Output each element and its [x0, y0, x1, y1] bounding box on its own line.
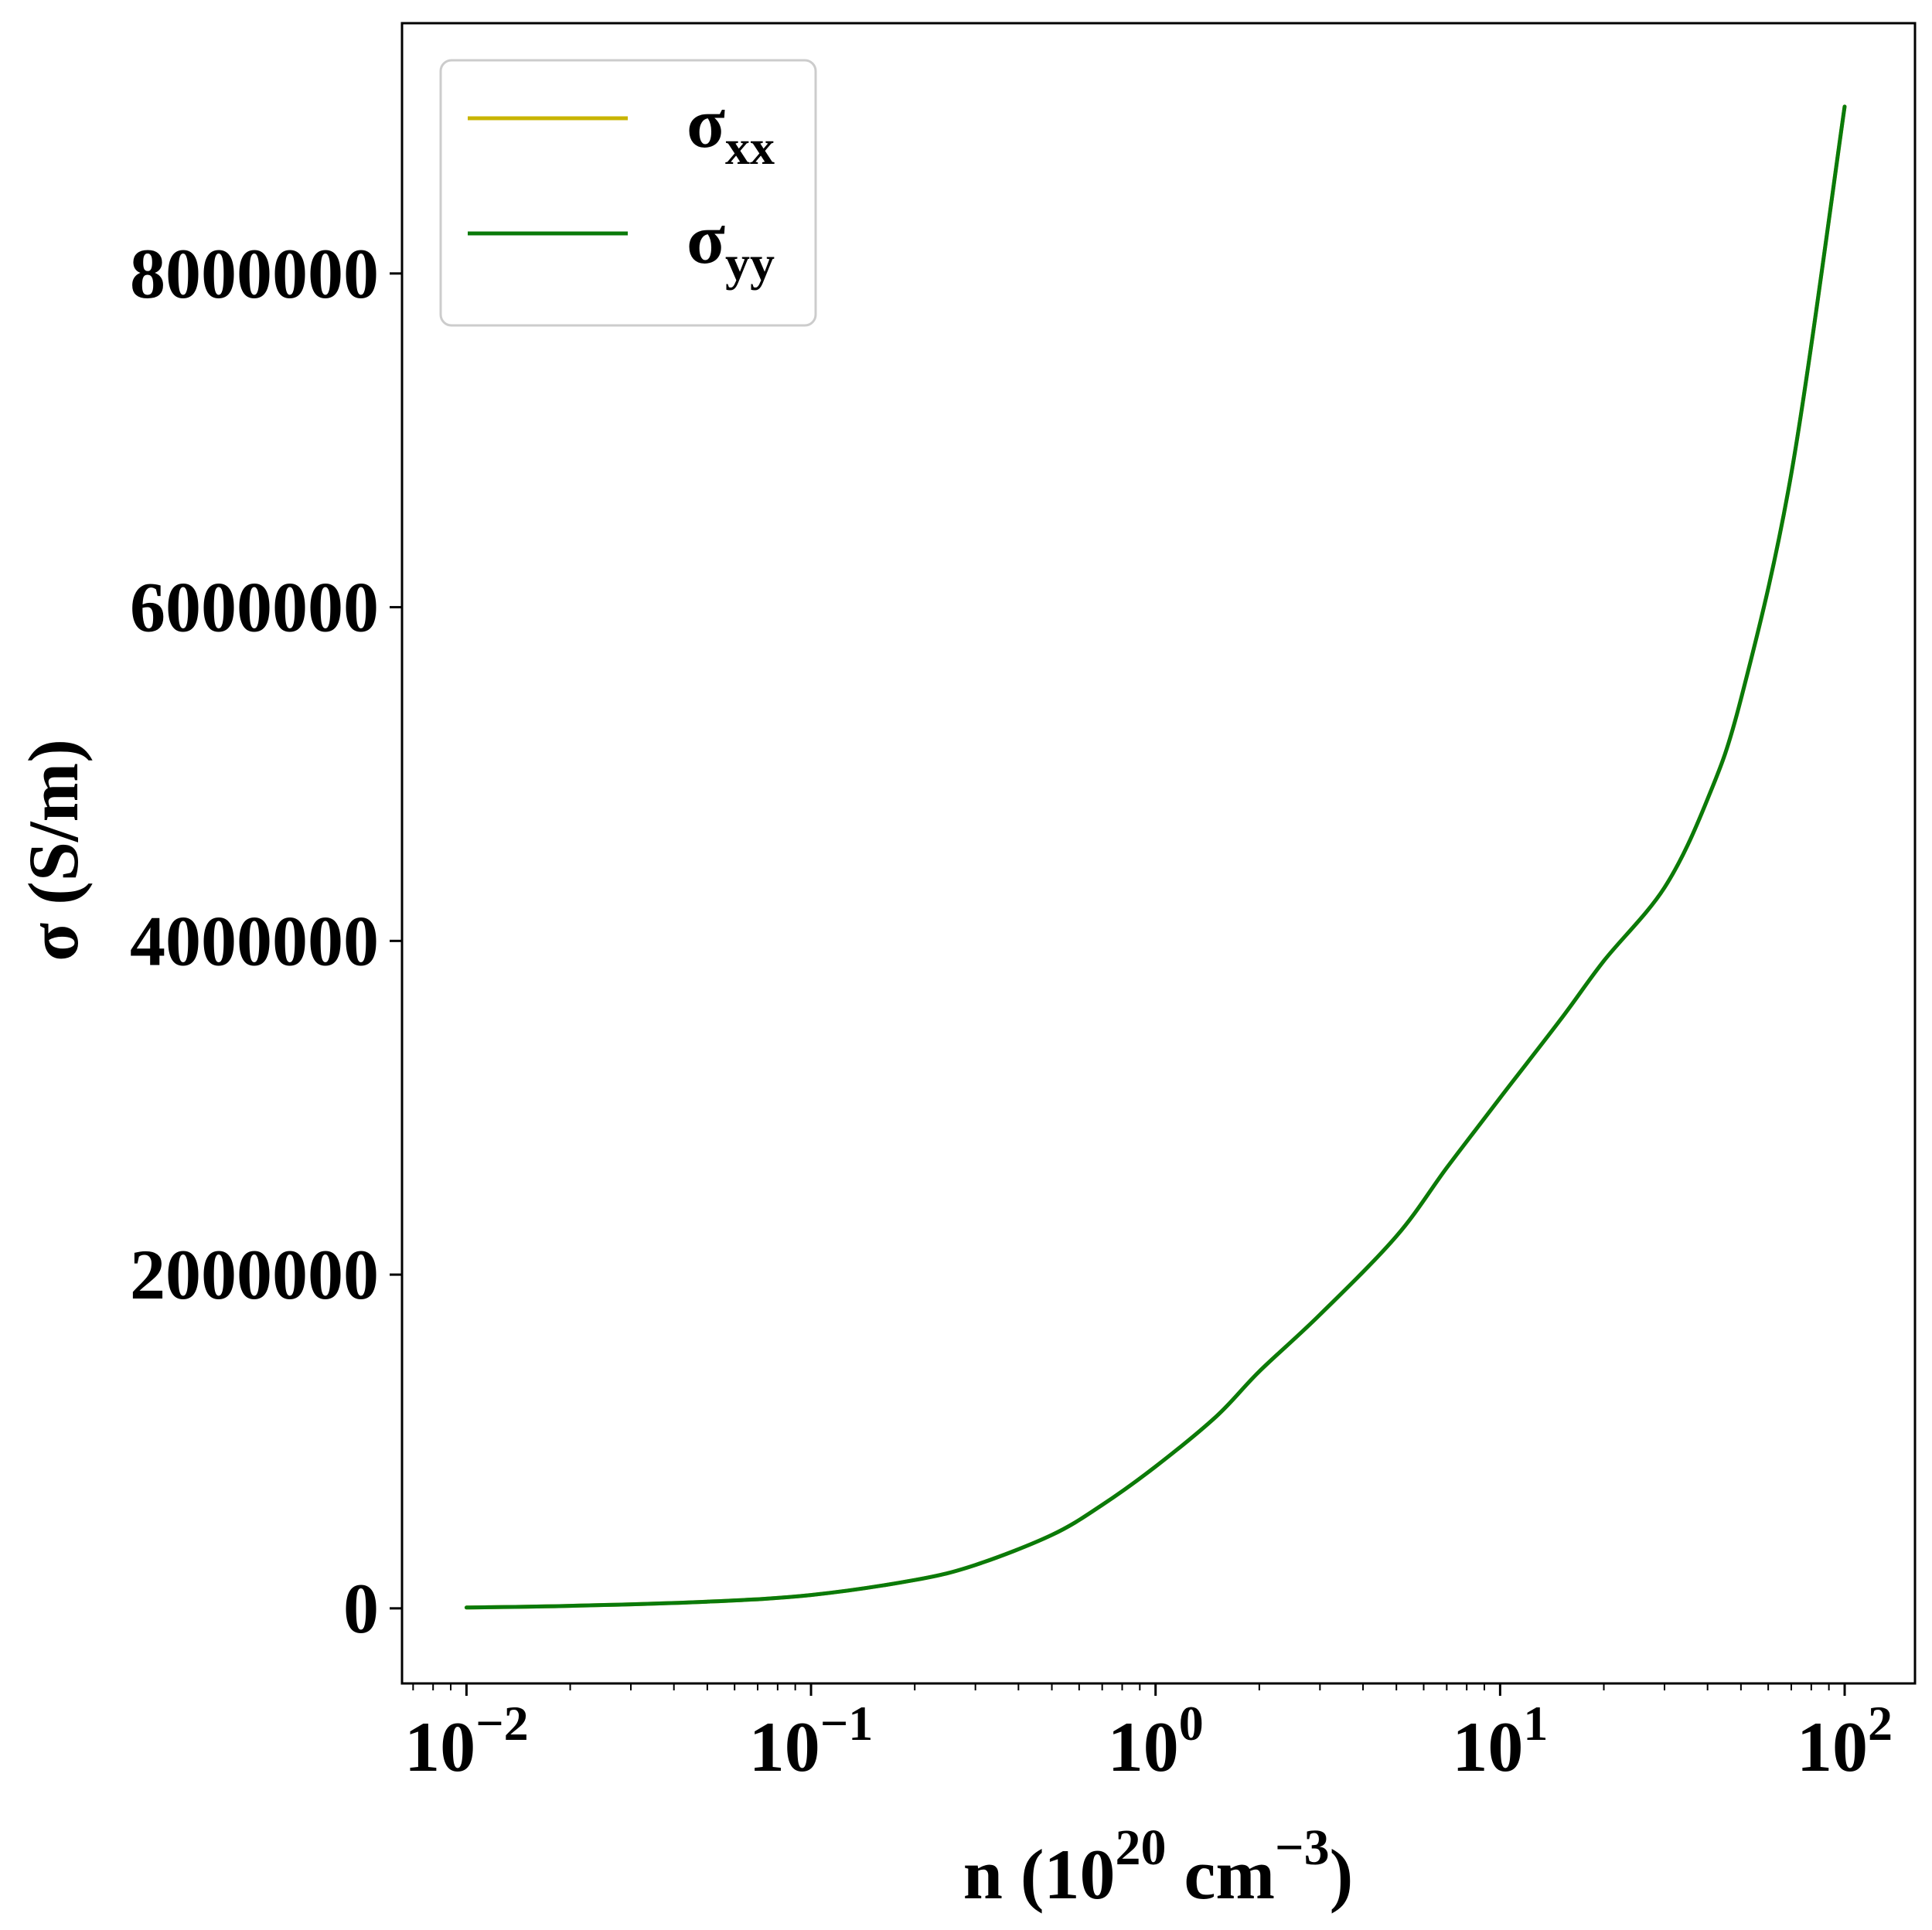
y-tick-label-2: 4000000 [130, 901, 379, 980]
x-tick-label-0: 10−2 [404, 1696, 528, 1786]
legend-label-sigma-yy: σyy [687, 199, 775, 291]
x-tick-label-3: 101 [1452, 1696, 1548, 1786]
axis-layer: 10−2 10−1 100 101 102 0 2000000 4000000 6000000 8… [130, 234, 1893, 1786]
y-tick-label-4: 8000000 [130, 234, 379, 313]
x-tick-label-2: 100 [1108, 1696, 1204, 1786]
legend-box [439, 59, 817, 327]
x-axis-label: n (1020 cm−3) [963, 1819, 1354, 1914]
x-tick-label-4: 102 [1797, 1696, 1893, 1786]
series-layer [464, 104, 1847, 1610]
legend-label-sigma-xx: σxx [687, 83, 775, 175]
y-tick-label-3: 6000000 [130, 568, 379, 647]
legend: σxx σyy [439, 59, 817, 327]
y-tick-label-0: 0 [343, 1569, 379, 1648]
y-tick-label-1: 2000000 [130, 1235, 379, 1314]
plot-frame [400, 22, 1917, 1685]
x-tick-label-1: 10−1 [749, 1696, 873, 1786]
series-line-1 [464, 104, 1847, 1610]
y-axis-label: σ (S/m) [14, 739, 93, 962]
